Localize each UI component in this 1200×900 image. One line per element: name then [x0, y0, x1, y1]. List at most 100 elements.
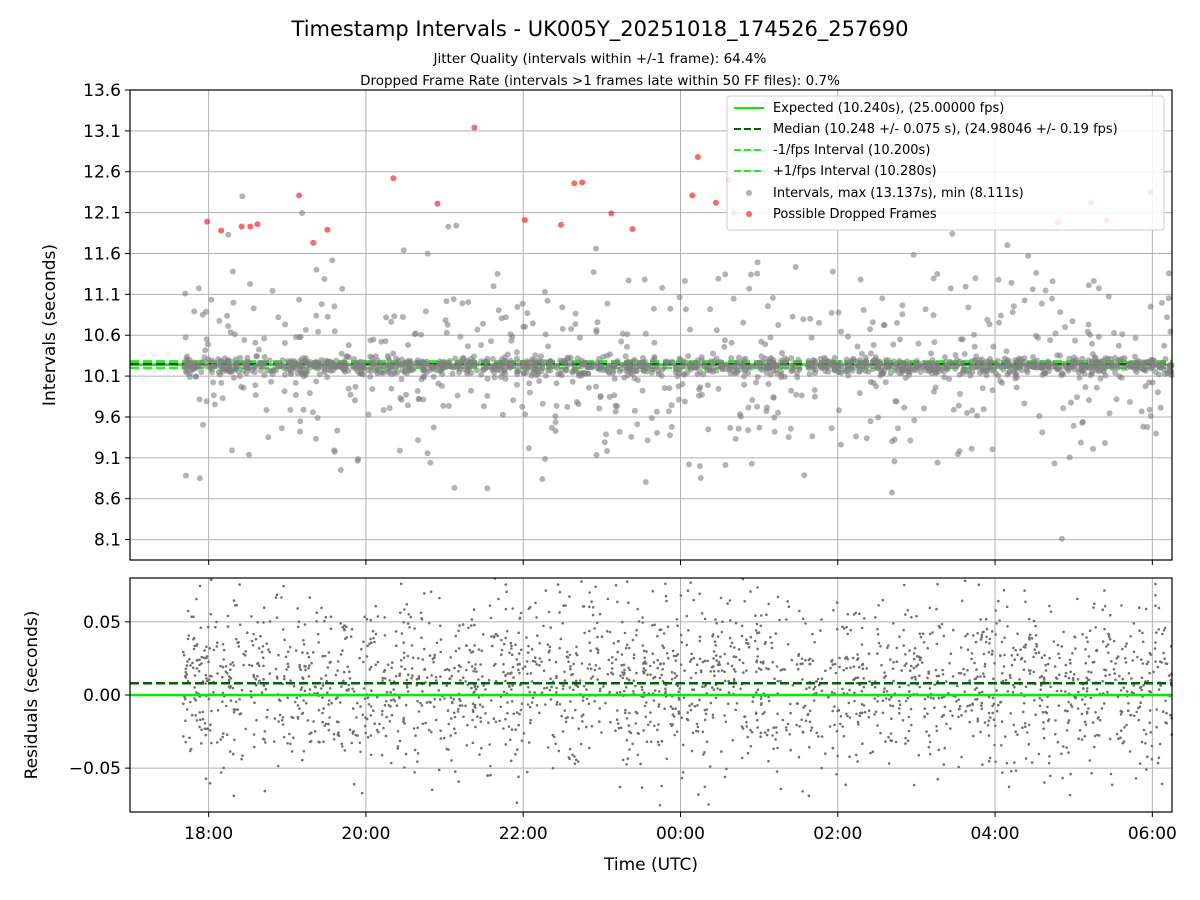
residual-point — [986, 724, 990, 727]
residual-point — [1138, 629, 1141, 632]
residual-point — [1162, 629, 1166, 632]
interval-point — [568, 326, 575, 332]
interval-point — [210, 379, 217, 386]
residual-point — [812, 699, 816, 702]
residual-point — [225, 733, 229, 736]
residual-point — [238, 583, 241, 586]
residual-point — [296, 625, 300, 629]
residual-point — [1149, 731, 1153, 734]
residual-point — [729, 619, 732, 622]
residual-point — [914, 678, 917, 681]
residual-point — [980, 633, 984, 637]
residual-point — [1040, 699, 1044, 702]
interval-point — [231, 331, 238, 338]
interval-point — [279, 362, 286, 369]
interval-point — [746, 285, 753, 292]
interval-point — [892, 398, 899, 405]
residual-point — [1000, 744, 1003, 747]
residual-point — [936, 777, 940, 781]
residual-point — [427, 728, 431, 732]
residual-point — [1005, 605, 1009, 609]
interval-point — [313, 266, 320, 273]
residual-point — [658, 804, 662, 807]
residual-point — [546, 746, 550, 749]
residual-point — [403, 608, 406, 611]
residual-point — [902, 628, 905, 632]
residual-point — [1141, 662, 1145, 665]
residual-point — [550, 685, 553, 689]
interval-point — [519, 300, 526, 307]
interval-point — [748, 271, 754, 278]
residual-point — [1127, 672, 1131, 675]
interval-point — [745, 427, 752, 434]
residual-point — [669, 705, 673, 708]
residual-point — [855, 753, 858, 757]
residual-point — [1157, 756, 1161, 759]
residual-point — [656, 658, 659, 662]
interval-point — [590, 269, 597, 276]
residual-point — [254, 683, 258, 687]
residual-point — [678, 687, 682, 690]
interval-point — [251, 369, 258, 376]
residual-point — [593, 627, 596, 630]
residual-point — [1034, 634, 1038, 637]
residual-point — [526, 770, 529, 774]
residual-point — [522, 732, 526, 735]
residual-point — [457, 669, 460, 673]
residual-point — [991, 704, 994, 708]
residual-point — [746, 735, 749, 739]
residual-point — [231, 686, 235, 690]
residual-point — [682, 696, 686, 700]
residual-point — [1004, 678, 1008, 682]
residual-point — [575, 679, 578, 683]
interval-point — [741, 373, 748, 380]
residual-point — [305, 701, 308, 705]
interval-point — [679, 381, 686, 387]
interval-point — [601, 439, 608, 446]
residual-point — [640, 685, 644, 689]
residual-point — [759, 668, 763, 671]
residual-point — [578, 679, 582, 682]
residual-point — [284, 655, 288, 659]
legend-plus-fps-label: +1/fps Interval (10.280s) — [773, 164, 937, 179]
residual-point — [664, 687, 667, 690]
residual-point — [916, 654, 919, 658]
residual-point — [641, 644, 645, 647]
residual-point — [926, 676, 929, 680]
residual-point — [1130, 677, 1133, 680]
residual-point — [349, 635, 353, 638]
residual-point — [316, 691, 319, 695]
residual-point — [195, 597, 198, 601]
interval-point — [722, 462, 729, 468]
interval-point — [367, 353, 374, 360]
residual-point — [581, 720, 584, 723]
residual-point — [411, 674, 414, 677]
interval-point — [854, 343, 861, 350]
interval-point — [946, 376, 953, 382]
residual-point — [909, 707, 913, 711]
interval-point — [345, 342, 352, 349]
residual-point — [936, 582, 939, 586]
interval-point — [933, 366, 939, 373]
residual-point — [635, 634, 638, 637]
residual-point — [200, 728, 203, 732]
residual-point — [1016, 632, 1019, 635]
residual-point — [215, 645, 219, 648]
residual-point — [696, 704, 699, 707]
interval-point — [1090, 278, 1097, 284]
residual-point — [535, 663, 538, 666]
interval-point — [845, 333, 851, 340]
residual-point — [987, 734, 991, 737]
intervals-y-tick-label: 12.6 — [83, 163, 121, 183]
residual-point — [1086, 640, 1089, 644]
residual-point — [574, 652, 578, 655]
residual-point — [598, 667, 601, 670]
residual-point — [514, 643, 517, 647]
interval-point — [1106, 410, 1113, 417]
residual-point — [616, 600, 619, 604]
residual-point — [439, 729, 442, 732]
residual-point — [457, 707, 460, 711]
interval-point — [269, 287, 276, 294]
residual-point — [867, 652, 871, 655]
residual-point — [402, 620, 405, 624]
